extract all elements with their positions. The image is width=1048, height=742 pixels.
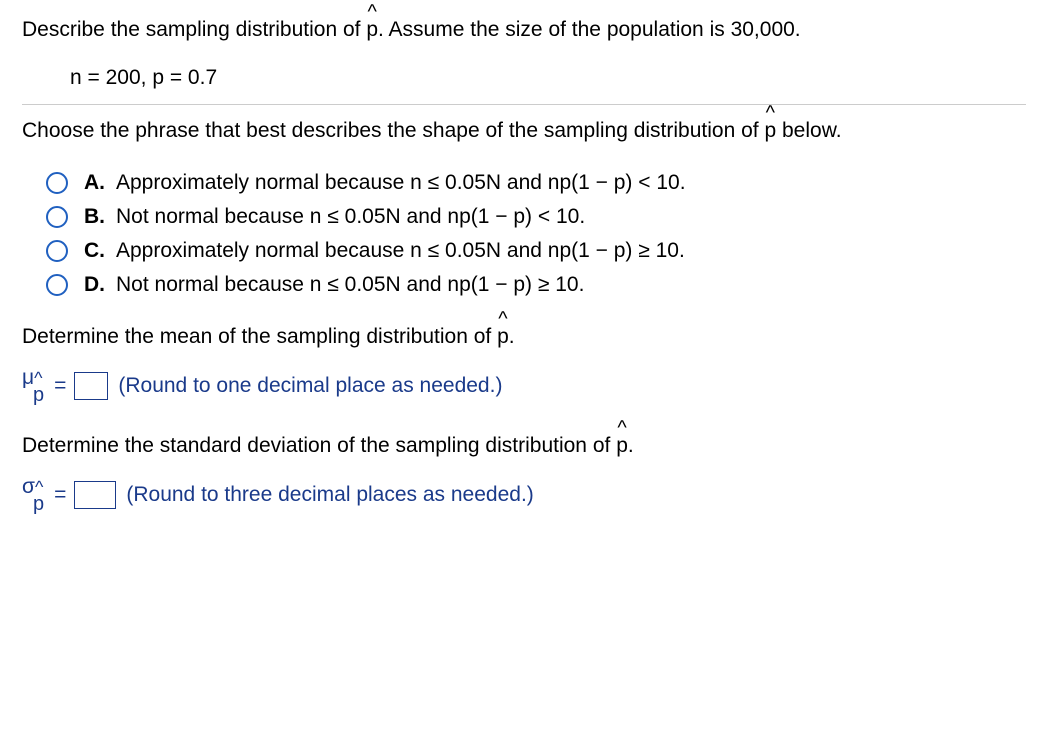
sigma-phat-symbol: σ^ p	[22, 476, 44, 515]
phat-symbol: p	[764, 119, 776, 143]
question-intro: Describe the sampling distribution of p.…	[22, 18, 1026, 42]
radio-c[interactable]	[46, 240, 68, 262]
option-text: Not normal because n ≤ 0.05N and np(1 − …	[116, 273, 1026, 297]
shape-suffix: below.	[776, 119, 841, 142]
mean-suffix: .	[509, 325, 515, 348]
mean-prefix: Determine the mean of the sampling distr…	[22, 325, 497, 348]
intro-prefix: Describe the sampling distribution of	[22, 18, 366, 41]
sd-hint: (Round to three decimal places as needed…	[126, 483, 533, 507]
radio-d[interactable]	[46, 274, 68, 296]
option-d: D. Not normal because n ≤ 0.05N and np(1…	[46, 273, 1026, 297]
option-letter: A.	[84, 171, 106, 195]
option-letter: D.	[84, 273, 106, 297]
mu-phat-symbol: μ^ p	[22, 367, 44, 406]
mean-input[interactable]	[74, 372, 108, 400]
option-text: Not normal because n ≤ 0.05N and np(1 − …	[116, 205, 1026, 229]
option-text: Approximately normal because n ≤ 0.05N a…	[116, 171, 1026, 195]
given-parameters: n = 200, p = 0.7	[70, 66, 1026, 90]
mean-answer-row: μ^ p = (Round to one decimal place as ne…	[22, 367, 1026, 406]
phat-symbol: p	[616, 434, 628, 458]
intro-suffix: . Assume the size of the population is 3…	[378, 18, 801, 41]
radio-b[interactable]	[46, 206, 68, 228]
sd-input[interactable]	[74, 481, 116, 509]
equals-sign: =	[54, 483, 66, 507]
sd-prompt: Determine the standard deviation of the …	[22, 434, 1026, 458]
option-b: B. Not normal because n ≤ 0.05N and np(1…	[46, 205, 1026, 229]
option-letter: B.	[84, 205, 106, 229]
option-c: C. Approximately normal because n ≤ 0.05…	[46, 239, 1026, 263]
radio-a[interactable]	[46, 172, 68, 194]
shape-prefix: Choose the phrase that best describes th…	[22, 119, 764, 142]
equals-sign: =	[54, 374, 66, 398]
sd-suffix: .	[628, 434, 634, 457]
sd-prefix: Determine the standard deviation of the …	[22, 434, 616, 457]
shape-question: Choose the phrase that best describes th…	[22, 119, 1026, 143]
mean-prompt: Determine the mean of the sampling distr…	[22, 325, 1026, 349]
option-text: Approximately normal because n ≤ 0.05N a…	[116, 239, 1026, 263]
divider	[22, 104, 1026, 105]
sd-answer-row: σ^ p = (Round to three decimal places as…	[22, 476, 1026, 515]
options-group: A. Approximately normal because n ≤ 0.05…	[46, 171, 1026, 297]
phat-symbol: p	[497, 325, 509, 349]
phat-symbol: p	[366, 18, 378, 42]
mean-hint: (Round to one decimal place as needed.)	[118, 374, 502, 398]
option-letter: C.	[84, 239, 106, 263]
question-page: Describe the sampling distribution of p.…	[0, 0, 1048, 545]
option-a: A. Approximately normal because n ≤ 0.05…	[46, 171, 1026, 195]
